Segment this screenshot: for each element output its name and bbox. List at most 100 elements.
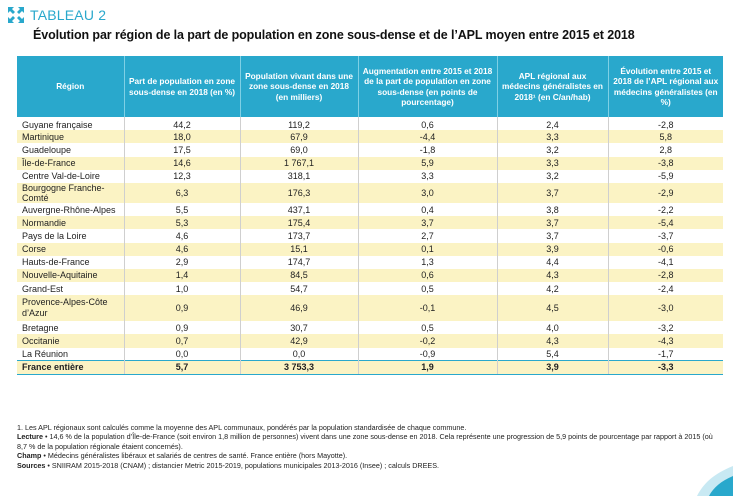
region-table: Région Part de population en zone sous-d…	[17, 56, 723, 375]
region-cell: Hauts-de-France	[22, 257, 90, 268]
value-cell: -1,7	[607, 347, 723, 361]
value-cell: -3,2	[607, 321, 723, 335]
table-row: Auvergne-Rhône-Alpes 5,5 437,1 0,4 3,8 -2,2	[17, 202, 723, 217]
value-cell: -0,6	[607, 242, 723, 256]
column-header: Évolution entre 2015 et 2018 de l’APL ré…	[607, 56, 723, 117]
value-cell: 173,7	[239, 229, 358, 243]
value-cell: 4,4	[496, 255, 608, 269]
table-row: Corse 4,6 15,1 0,1 3,9 -0,6	[17, 242, 723, 256]
value-cell: -5,4	[607, 216, 723, 230]
value-cell: 3,7	[496, 229, 608, 243]
value-cell: 2,8	[607, 143, 723, 157]
value-cell: -2,8	[607, 268, 723, 283]
value-cell: 3 753,3	[239, 360, 358, 375]
footnote: 1. Les APL régionaux sont calculés comme…	[17, 423, 467, 432]
table-row: Bourgogne Franche-Comté 6,3 176,3 3,0 3,7 -2,…	[17, 182, 723, 203]
value-cell: 3,0	[357, 182, 497, 203]
value-cell: -4,1	[607, 255, 723, 269]
value-cell: 0,0	[123, 347, 240, 361]
table-row: Provence-Alpes-Côte d’Azur 0,9 46,9 -0,1 4,5…	[17, 295, 723, 322]
value-cell: 318,1	[239, 169, 358, 183]
table-row: Pays de la Loire 4,6 173,7 2,7 3,7 -3,7	[17, 229, 723, 243]
value-cell: 4,6	[123, 229, 240, 243]
sources-label: Sources	[17, 460, 46, 470]
table-row: La Réunion 0,0 0,0 -0,9 5,4 -1,7	[17, 347, 723, 361]
column-header: APL régional aux médecins généralistes e…	[496, 56, 608, 117]
table-header: TABLEAU 2 Évolution par région de la par…	[8, 6, 723, 42]
value-cell: 0,6	[357, 268, 497, 283]
value-cell: 5,5	[123, 202, 240, 217]
value-cell: 4,3	[496, 334, 608, 348]
value-cell: -5,9	[607, 169, 723, 183]
value-cell: 175,4	[239, 216, 358, 230]
value-cell: 3,9	[496, 242, 608, 256]
value-cell: 1,3	[357, 255, 497, 269]
value-cell: -0,1	[357, 295, 497, 322]
lecture-text: 14,6 % de la population d’Île-de-France …	[17, 432, 713, 451]
table-row: Guyane française 44,2 119,2 0,6 2,4 -2,8	[17, 117, 723, 131]
value-cell: 119,2	[239, 117, 358, 131]
value-cell: 3,3	[496, 156, 608, 170]
lecture-label: Lecture	[17, 432, 43, 442]
value-cell: 3,2	[496, 169, 608, 183]
value-cell: -3,3	[607, 360, 723, 375]
value-cell: 17,5	[123, 143, 240, 157]
table-notes: 1. Les APL régionaux sont calculés comme…	[17, 423, 723, 470]
column-header: Augmentation entre 2015 et 2018 de la pa…	[357, 56, 497, 117]
header-row: Région Part de population en zone sous-d…	[17, 56, 723, 117]
value-cell: 0,7	[123, 334, 240, 348]
value-cell: 0,1	[357, 242, 497, 256]
value-cell: 46,9	[239, 295, 358, 322]
value-cell: 44,2	[123, 117, 240, 131]
table-row: Occitanie 0,7 42,9 -0,2 4,3 -4,3	[17, 334, 723, 348]
champ-label: Champ	[17, 451, 42, 461]
value-cell: 437,1	[239, 202, 358, 217]
table-row: Île-de-France 14,6 1 767,1 5,9 3,3 -3,8	[17, 156, 723, 170]
value-cell: -3,8	[607, 156, 723, 170]
region-cell: Auvergne-Rhône-Alpes	[22, 204, 116, 215]
value-cell: 0,0	[239, 347, 358, 361]
region-cell: Normandie	[17, 216, 124, 230]
data-table-container: Région Part de population en zone sous-d…	[17, 56, 723, 375]
value-cell: -3,7	[607, 229, 723, 243]
value-cell: -4,3	[607, 334, 723, 348]
value-cell: 6,3	[123, 182, 240, 203]
region-cell: France entière	[17, 360, 124, 375]
value-cell: 0,4	[357, 202, 497, 217]
value-cell: 15,1	[239, 242, 358, 256]
region-cell: Bourgogne Franche-Comté	[17, 182, 124, 203]
table-row: Grand-Est 1,0 54,7 0,5 4,2 -2,4	[17, 282, 723, 296]
table-body: Guyane française 44,2 119,2 0,6 2,4 -2,8 Marti…	[17, 117, 723, 375]
value-cell: 1,4	[123, 268, 240, 283]
value-cell: 54,7	[239, 282, 358, 296]
region-cell: Martinique	[17, 130, 124, 144]
table-row: Nouvelle-Aquitaine 1,4 84,5 0,6 4,3 -2,8	[17, 268, 723, 283]
value-cell: 67,9	[239, 130, 358, 144]
table-title: Évolution par région de la part de popul…	[33, 28, 635, 42]
value-cell: 4,5	[496, 295, 608, 322]
value-cell: 30,7	[239, 321, 358, 335]
value-cell: 2,4	[496, 117, 608, 131]
value-cell: -0,9	[357, 347, 497, 361]
column-header: Population vivant dans une zone sous-den…	[239, 56, 358, 117]
value-cell: 3,7	[496, 216, 608, 230]
value-cell: 5,7	[123, 360, 240, 375]
region-cell: Guyane française	[22, 119, 93, 130]
table-head: Région Part de population en zone sous-d…	[17, 56, 723, 117]
region-cell: La Réunion	[22, 348, 69, 359]
table-row: Hauts-de-France 2,9 174,7 1,3 4,4 -4,1	[17, 255, 723, 269]
region-cell: Grand-Est	[22, 283, 64, 294]
value-cell: -2,2	[607, 202, 723, 217]
value-cell: 4,3	[496, 268, 608, 283]
region-cell: Centre Val-de-Loire	[22, 171, 100, 182]
value-cell: 4,0	[496, 321, 608, 335]
value-cell: 0,5	[357, 282, 497, 296]
sources-text: SNIIRAM 2015-2018 (CNAM) ; distancier Me…	[51, 460, 440, 470]
region-cell: Corse	[17, 242, 124, 256]
sources-note: Sources • SNIIRAM 2015-2018 (CNAM) ; dis…	[17, 460, 440, 470]
value-cell: -3,0	[607, 295, 723, 322]
column-header: Part de population en zone sous-dense en…	[123, 56, 240, 117]
table-row: Centre Val-de-Loire 12,3 318,1 3,3 3,2 -5,9	[17, 169, 723, 183]
value-cell: 14,6	[123, 156, 240, 170]
value-cell: 18,0	[123, 130, 240, 144]
